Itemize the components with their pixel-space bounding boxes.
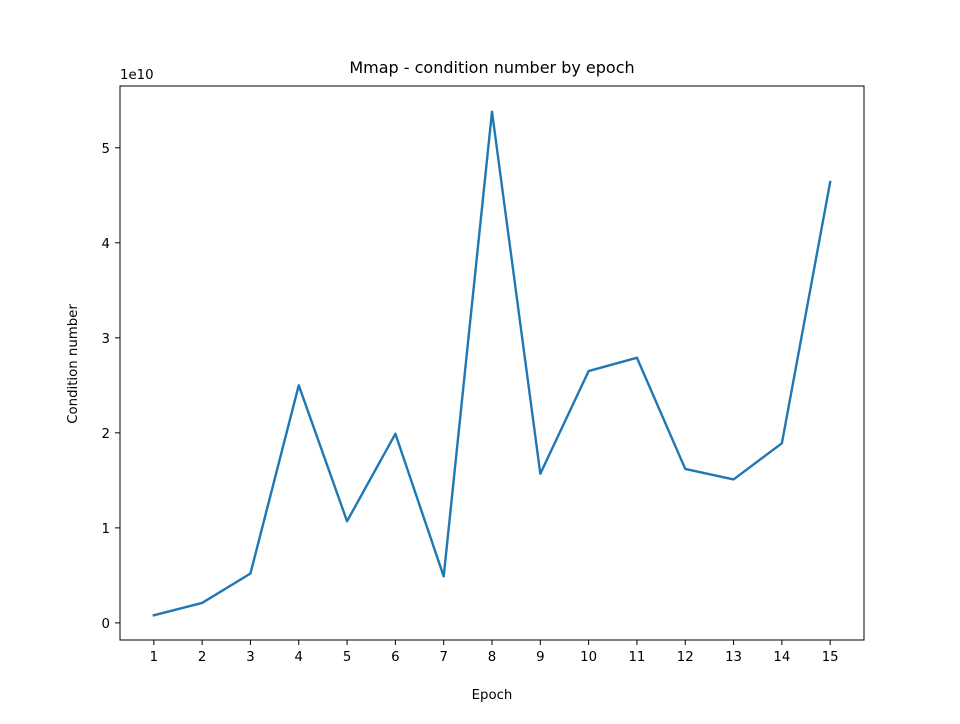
x-tick-label: 14 [773,650,790,665]
x-tick-label: 7 [439,650,447,665]
x-tick-label: 3 [246,650,254,665]
x-tick-label: 13 [725,650,742,665]
x-tick-label: 15 [822,650,839,665]
chart-title: Mmap - condition number by epoch [349,58,634,77]
x-tick-label: 12 [677,650,694,665]
x-tick-label: 2 [198,650,206,665]
x-tick-label: 4 [295,650,303,665]
y-tick-label: 1 [102,522,110,537]
x-tick-label: 5 [343,650,351,665]
y-tick-label: 2 [102,427,110,442]
y-tick-label: 5 [102,142,110,157]
x-tick-label: 10 [580,650,597,665]
y-axis-label: Condition number [66,304,81,424]
y-tick-label: 4 [102,237,110,252]
axes-frame [119,85,865,641]
x-axis-label: Epoch [472,688,513,703]
x-tick-label: 6 [391,650,399,665]
y-tick-label: 3 [102,332,110,347]
x-tick-label: 9 [536,650,544,665]
x-tick-label: 8 [488,650,496,665]
x-tick-label: 1 [150,650,158,665]
x-tick-label: 11 [628,650,645,665]
series-line [152,110,832,617]
y-tick-label: 0 [102,617,110,632]
y-axis-offset-label: 1e10 [120,68,154,83]
